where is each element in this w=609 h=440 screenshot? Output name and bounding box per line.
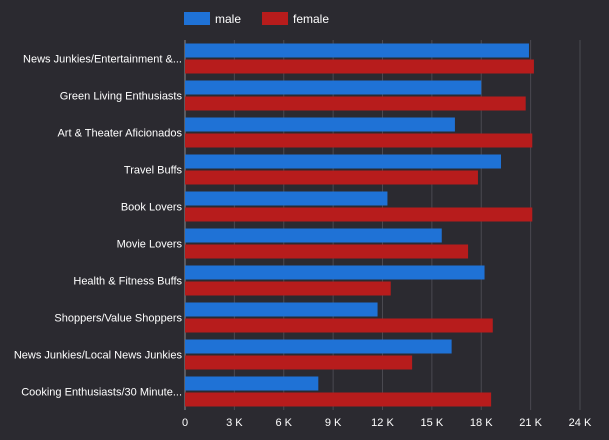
bar-male[interactable] (185, 43, 529, 58)
bar-male[interactable] (185, 228, 442, 243)
x-tick-label: 0 (182, 417, 188, 429)
bar-male[interactable] (185, 302, 378, 317)
bars (185, 43, 534, 407)
legend-item-female[interactable]: female (262, 12, 329, 26)
legend-label: male (215, 12, 241, 26)
x-tick-label: 3 K (226, 417, 243, 429)
bar-female[interactable] (185, 281, 391, 296)
bar-female[interactable] (185, 392, 492, 407)
bar-female[interactable] (185, 244, 469, 259)
category-label: Shoppers/Value Shoppers (54, 313, 182, 325)
x-tick-label: 9 K (325, 417, 342, 429)
x-tick-label: 12 K (371, 417, 394, 429)
category-label: Green Living Enthusiasts (60, 91, 183, 103)
bar-male[interactable] (185, 191, 388, 206)
category-label: News Junkies/Entertainment &... (23, 54, 182, 66)
bar-male[interactable] (185, 117, 455, 132)
category-label: Cooking Enthusiasts/30 Minute... (21, 387, 182, 399)
x-tick-label: 18 K (470, 417, 493, 429)
bar-female[interactable] (185, 133, 533, 148)
category-label: News Junkies/Local News Junkies (14, 350, 183, 362)
bar-male[interactable] (185, 80, 482, 95)
bar-female[interactable] (185, 170, 478, 185)
legend[interactable]: male female (184, 12, 329, 26)
bar-male[interactable] (185, 265, 485, 280)
category-labels: News Junkies/Entertainment &... Green Liv… (14, 54, 183, 399)
x-tick-label: 21 K (519, 417, 542, 429)
category-label: Travel Buffs (124, 165, 183, 177)
bar-female[interactable] (185, 96, 526, 111)
bar-male[interactable] (185, 339, 452, 354)
x-tick-label: 6 K (275, 417, 292, 429)
bar-female[interactable] (185, 318, 493, 333)
category-label: Movie Lovers (117, 239, 183, 251)
category-label: Book Lovers (121, 202, 183, 214)
category-label: Health & Fitness Buffs (73, 276, 182, 288)
bar-male[interactable] (185, 154, 501, 169)
bar-male[interactable] (185, 376, 319, 391)
legend-item-male[interactable]: male (184, 12, 241, 26)
bar-female[interactable] (185, 207, 533, 222)
legend-swatch (262, 12, 288, 25)
x-tick-label: 15 K (421, 417, 444, 429)
gridlines (184, 40, 581, 410)
legend-label: female (293, 12, 329, 26)
x-axis-ticks: 0 3 K 6 K 9 K 12 K 15 K 18 K 21 K 24 K (182, 417, 592, 429)
legend-swatch (184, 12, 210, 25)
bar-female[interactable] (185, 355, 413, 370)
x-tick-label: 24 K (569, 417, 592, 429)
category-label: Art & Theater Aficionados (57, 128, 182, 140)
bar-female[interactable] (185, 59, 534, 74)
